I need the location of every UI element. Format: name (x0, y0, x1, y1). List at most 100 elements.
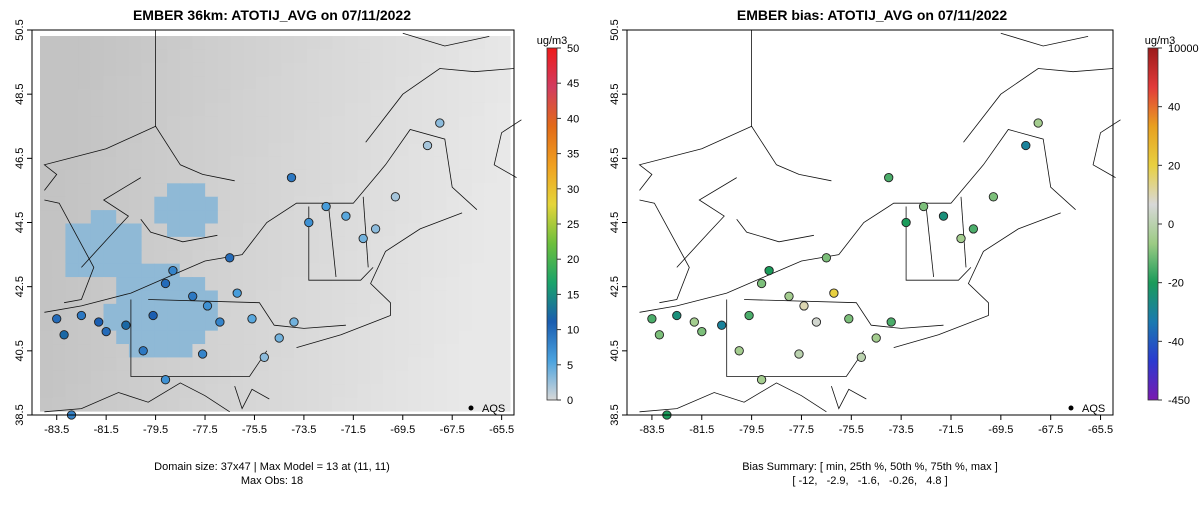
grid-cell (167, 344, 181, 359)
grid-cell (319, 210, 333, 225)
border-line (1000, 32, 1089, 47)
colorbar-tick-label: 5 (567, 360, 573, 372)
grid-cell (40, 143, 54, 158)
obs-point (215, 317, 225, 327)
grid-cell (497, 236, 511, 251)
obs-point (756, 278, 767, 289)
grid-cell (459, 290, 473, 305)
grid-cell (52, 344, 67, 359)
grid-cell (141, 49, 155, 64)
grid-cell (395, 183, 409, 198)
grid-cell (192, 236, 206, 251)
obs-point (811, 317, 822, 327)
grid-cell (357, 116, 371, 131)
grid-cell (205, 183, 219, 198)
grid-cell (294, 129, 308, 144)
grid-cell (103, 36, 117, 50)
grid-cell (497, 49, 511, 64)
grid-cell (141, 384, 155, 399)
grid-cell (65, 277, 79, 292)
grid-cell (65, 36, 79, 50)
border-line (296, 212, 463, 348)
grid-cell (484, 156, 498, 171)
grid-cell (65, 89, 79, 104)
grid-cell (408, 169, 422, 184)
grid-cell (243, 344, 257, 359)
grid-cell (103, 290, 117, 305)
grid-cell (408, 76, 422, 91)
grid-cell (370, 290, 384, 305)
grid-cell (294, 277, 308, 292)
obs-point (247, 314, 257, 324)
x-tick-label: -69.5 (390, 424, 415, 436)
border-line (493, 119, 522, 178)
grid-cell (128, 62, 143, 77)
grid-cell (179, 36, 194, 50)
border-line (44, 129, 478, 313)
grid-cell (103, 344, 117, 359)
grid-cell (459, 116, 473, 131)
grid-cell (154, 263, 168, 278)
grid-cell (141, 236, 155, 251)
grid-cell (484, 277, 498, 292)
grid-cell (281, 384, 295, 399)
grid-cell (497, 143, 511, 158)
grid-cell (103, 223, 117, 238)
grid-cell (370, 357, 384, 372)
grid-cell (446, 277, 460, 292)
grid-cell (90, 36, 105, 50)
grid-cell (192, 210, 206, 225)
grid-cell (52, 76, 67, 91)
grid-cell (65, 169, 79, 184)
grid-cell (421, 116, 435, 131)
grid-cell (141, 183, 155, 198)
grid-cell (332, 36, 346, 50)
grid-cell (78, 317, 92, 332)
grid-cell (459, 89, 473, 104)
grid-cell (433, 76, 448, 91)
grid-cell (154, 344, 168, 359)
grid-cell (103, 116, 117, 131)
grid-cell (78, 357, 92, 372)
grid-cell (179, 169, 194, 184)
grid-cell (421, 210, 435, 225)
grid-cell (141, 62, 155, 77)
grid-cell (217, 156, 232, 171)
grid-cell (52, 277, 67, 292)
grid-cell (103, 263, 117, 278)
border-line (402, 32, 490, 47)
grid-cell (205, 223, 219, 238)
grid-cell (408, 317, 422, 332)
grid-cell (446, 156, 460, 171)
grid-cell (192, 303, 206, 318)
border-line (81, 177, 142, 268)
grid-cell (281, 89, 295, 104)
grid-cell (65, 344, 79, 359)
grid-cell (65, 102, 79, 117)
grid-cell (459, 210, 473, 225)
grid-cell (471, 384, 486, 399)
y-tick-label: 38.5 (609, 404, 621, 425)
border-line (140, 219, 218, 243)
grid-cell (344, 76, 359, 91)
grid-cell (497, 277, 511, 292)
grid-cell (370, 129, 384, 144)
grid-cell (116, 210, 130, 225)
border-line (234, 385, 270, 410)
grid-cell (294, 330, 308, 345)
grid-cell (217, 89, 232, 104)
grid-cell (154, 196, 168, 211)
grid-cell (370, 62, 384, 77)
grid-cell (205, 250, 219, 265)
grid-cell (268, 223, 282, 238)
grid-cell (103, 156, 117, 171)
grid-cell (344, 290, 359, 305)
y-tick-label: 48.5 (609, 83, 621, 104)
grid-cell (484, 263, 498, 278)
grid-cell (306, 143, 321, 158)
grid-cell (294, 183, 308, 198)
grid-cell (332, 156, 346, 171)
grid-cell (40, 250, 54, 265)
grid-cell (78, 183, 92, 198)
grid-cell (471, 290, 486, 305)
